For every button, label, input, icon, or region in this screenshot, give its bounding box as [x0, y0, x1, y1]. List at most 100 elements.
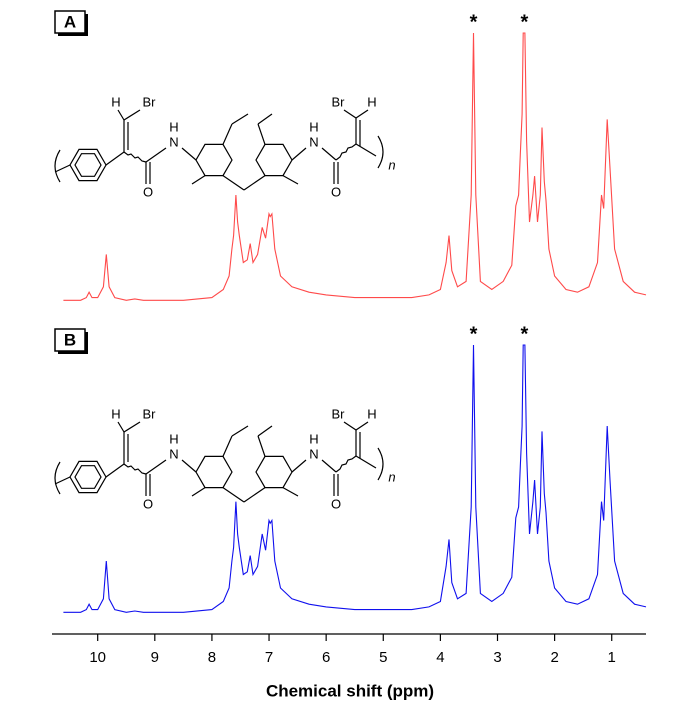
- atom-label: H: [309, 431, 318, 446]
- atom-label: n: [388, 469, 395, 484]
- bond: [231, 113, 249, 125]
- wavy-bond: [123, 463, 147, 475]
- atom-label: H: [111, 406, 120, 421]
- bond: [343, 109, 357, 119]
- x-axis-title: Chemical shift (ppm): [266, 681, 434, 700]
- bond: [291, 459, 307, 473]
- bond: [105, 463, 125, 478]
- bond: [282, 487, 299, 497]
- bracket: [377, 135, 384, 169]
- bond: [243, 487, 266, 503]
- bond: [343, 421, 357, 431]
- atom-label: O: [143, 496, 153, 511]
- x-tick-label: 6: [322, 649, 330, 666]
- wavy-bond: [335, 455, 357, 473]
- atom-label: N: [309, 134, 318, 149]
- wavy-bond: [123, 151, 147, 163]
- panel-label: A: [64, 12, 76, 31]
- ring: [69, 148, 107, 182]
- bond: [257, 435, 266, 457]
- bond: [123, 421, 141, 433]
- bond: [257, 425, 273, 437]
- bond: [257, 123, 266, 145]
- atom-label: H: [309, 119, 318, 134]
- atom-label: Br: [143, 406, 157, 421]
- atom-label: H: [169, 119, 178, 134]
- bracket: [54, 461, 61, 495]
- bond: [117, 421, 125, 433]
- atom-label: H: [367, 94, 376, 109]
- bond: [243, 175, 266, 191]
- atom-label: Br: [332, 406, 346, 421]
- x-tick-label: 3: [493, 649, 501, 666]
- bond: [181, 459, 197, 473]
- atom-label: H: [367, 406, 376, 421]
- bond: [191, 487, 206, 497]
- x-tick-label: 4: [436, 649, 444, 666]
- atom-label: Br: [143, 94, 157, 109]
- bond: [222, 175, 245, 191]
- spectrum-line: [63, 344, 647, 613]
- bracket: [377, 447, 384, 481]
- bond: [321, 459, 337, 473]
- ring: [195, 455, 233, 489]
- panel-label-box: [54, 10, 86, 34]
- x-tick-label: 8: [208, 649, 216, 666]
- atom-label: Br: [332, 94, 346, 109]
- atom-label: O: [331, 496, 341, 511]
- chemical-structure: H Br H N O H N O Br H n: [54, 406, 396, 511]
- bond: [355, 421, 369, 431]
- bond: [257, 113, 273, 125]
- chemical-structure: H Br H N O H N O Br H n: [54, 94, 396, 199]
- bond: [222, 123, 233, 145]
- bond: [231, 425, 249, 437]
- bond: [355, 455, 377, 469]
- bond: [105, 151, 125, 166]
- bond: [145, 147, 167, 163]
- bond: [355, 109, 369, 119]
- x-tick-label: 5: [379, 649, 387, 666]
- bond: [321, 147, 337, 161]
- panel-label: B: [64, 330, 76, 349]
- peak-annotation: *: [520, 11, 528, 33]
- wavy-bond: [335, 143, 357, 161]
- ring: [69, 460, 107, 494]
- bond: [191, 175, 206, 185]
- ring: [255, 455, 293, 489]
- bond: [123, 109, 141, 121]
- peak-annotation: *: [470, 11, 478, 33]
- ring-inner: [74, 153, 102, 177]
- panel-label-box: [54, 328, 86, 352]
- atom-label: O: [331, 184, 341, 199]
- x-tick-label: 1: [608, 649, 616, 666]
- spectrum-line: [63, 32, 647, 301]
- atom-label: O: [143, 184, 153, 199]
- x-tick-label: 10: [89, 649, 106, 666]
- bond: [145, 459, 167, 475]
- atom-label: n: [388, 157, 395, 172]
- peak-annotation: *: [520, 323, 528, 345]
- bracket: [54, 149, 61, 183]
- atom-label: H: [111, 94, 120, 109]
- ring-inner: [74, 465, 102, 489]
- x-tick-label: 2: [550, 649, 558, 666]
- bond: [291, 147, 307, 161]
- peak-annotation: *: [470, 323, 478, 345]
- bond: [54, 164, 71, 173]
- bond: [222, 435, 233, 457]
- bond: [117, 109, 125, 121]
- bond: [355, 143, 377, 157]
- x-tick-label: 7: [265, 649, 273, 666]
- atom-label: N: [169, 134, 178, 149]
- atom-label: N: [169, 446, 178, 461]
- ring: [195, 143, 233, 177]
- bond: [54, 476, 71, 485]
- x-tick-label: 9: [151, 649, 159, 666]
- ring: [255, 143, 293, 177]
- atom-label: H: [169, 431, 178, 446]
- bond: [181, 147, 197, 161]
- atom-label: N: [309, 446, 318, 461]
- bond: [222, 487, 245, 503]
- bond: [282, 175, 299, 185]
